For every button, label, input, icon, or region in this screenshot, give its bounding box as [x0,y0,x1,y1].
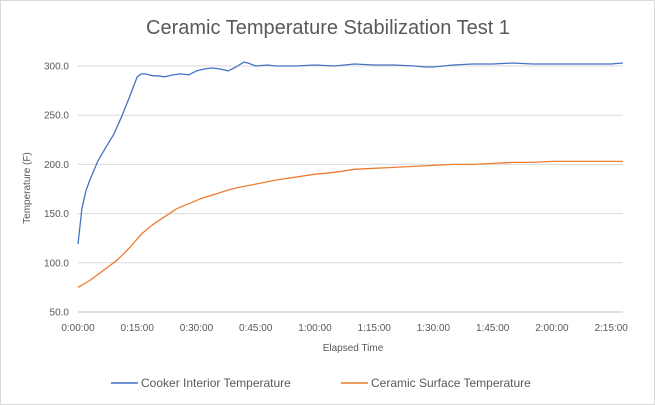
y-tick-label: 250.0 [44,111,69,122]
y-tick-label: 200.0 [44,160,69,171]
y-axis-label: Temperature (F) [22,152,33,224]
x-tick-label: 1:30:00 [417,323,451,334]
x-tick-label: 2:15:00 [594,323,628,334]
x-axis-label: Elapsed Time [323,343,384,354]
y-tick-label: 100.0 [44,258,69,269]
chart-title: Ceramic Temperature Stabilization Test 1 [146,17,510,39]
y-tick-label: 300.0 [44,62,69,73]
legend: Cooker Interior Temperature Ceramic Surfa… [111,376,531,390]
x-tick-label: 2:00:00 [535,323,569,334]
y-tick-label: 50.0 [50,308,70,319]
legend-item: Cooker Interior Temperature [111,376,291,390]
x-tick-label: 1:00:00 [298,323,332,334]
x-tick-label: 0:00:00 [61,323,95,334]
legend-label: Cooker Interior Temperature [141,376,291,390]
x-tick-label: 1:15:00 [358,323,392,334]
gridlines [78,65,623,313]
x-axis-ticks: 0:00:00 0:15:00 0:30:00 0:45:00 1:00:00 1:15:… [61,323,628,334]
series-line-ceramic-surface [77,160,623,288]
legend-item: Ceramic Surface Temperature [341,376,531,390]
x-tick-label: 1:45:00 [476,323,510,334]
plot-area [77,61,624,288]
x-tick-label: 0:15:00 [121,323,155,334]
x-tick-label: 0:30:00 [180,323,214,334]
x-tick-label: 0:45:00 [239,323,273,334]
legend-label: Ceramic Surface Temperature [371,376,531,390]
y-tick-label: 150.0 [44,209,69,220]
series-line-cooker-interior [77,61,624,245]
y-axis-ticks: 50.0 100.0 150.0 200.0 250.0 300.0 [44,62,69,319]
